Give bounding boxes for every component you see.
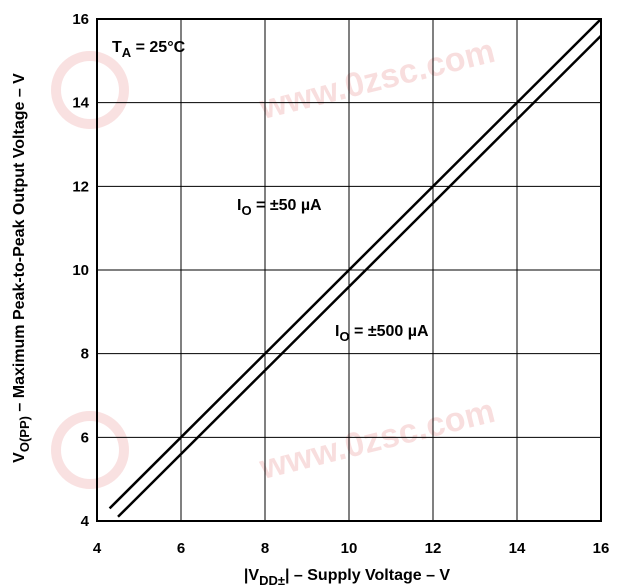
series-line-500ua <box>117 34 602 518</box>
watermark-logo-icon <box>51 411 129 489</box>
x-tick-label: 16 <box>593 540 610 557</box>
y-tick-label: 8 <box>81 346 89 363</box>
plot-frame <box>96 18 602 522</box>
watermark-text: www.0zsc.com <box>255 392 499 487</box>
x-tick-label: 12 <box>425 540 442 557</box>
y-tick-labels: 4 6 8 10 12 14 16 <box>72 11 89 530</box>
series-lines <box>108 18 602 518</box>
series-line-50ua <box>108 18 602 510</box>
series-label-500ua: IO = ±500 µA <box>335 323 429 344</box>
x-axis-label: |VDD±| – Supply Voltage – V <box>244 567 451 587</box>
y-tick-label: 12 <box>72 178 89 195</box>
y-tick-label: 4 <box>81 513 90 530</box>
watermark: www.0zsc.com www.0zsc.com <box>51 32 499 489</box>
y-tick-label: 10 <box>72 262 89 279</box>
watermark-text: www.0zsc.com <box>255 32 499 127</box>
x-tick-label: 14 <box>509 540 526 557</box>
y-tick-label: 14 <box>72 95 89 112</box>
series-label-50ua: IO = ±50 µA <box>237 197 322 218</box>
x-tick-label: 10 <box>341 540 358 557</box>
condition-label: TA = 25°C <box>112 39 186 60</box>
y-axis-label: VO(PP) – Maximum Peak-to-Peak Output Vol… <box>11 73 32 463</box>
x-tick-labels: 4 6 8 10 12 14 16 <box>93 540 610 557</box>
x-tick-label: 8 <box>261 540 269 557</box>
y-tick-label: 16 <box>72 11 89 28</box>
x-tick-label: 4 <box>93 540 102 557</box>
x-tick-label: 6 <box>177 540 185 557</box>
y-tick-label: 6 <box>81 429 89 446</box>
watermark-logo-icon <box>51 51 129 129</box>
